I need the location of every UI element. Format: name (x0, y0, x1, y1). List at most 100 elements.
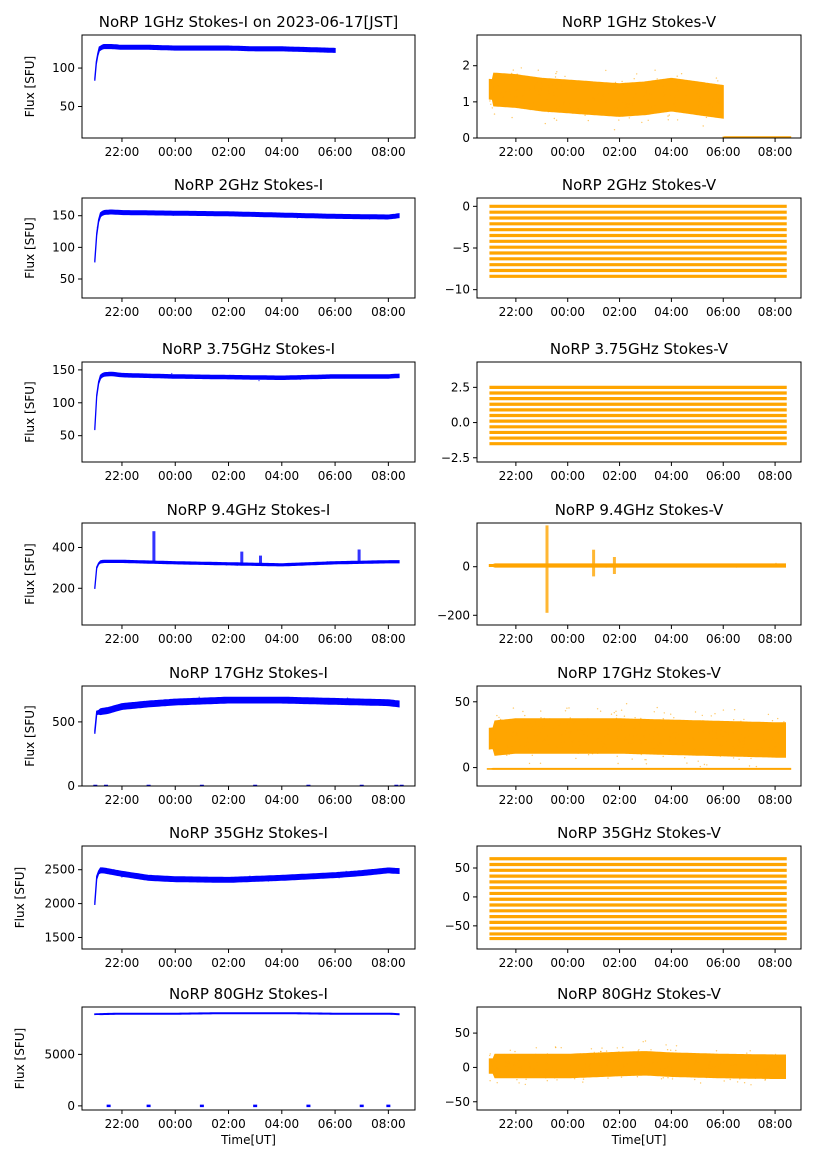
data-point (496, 1066, 499, 1068)
data-point (337, 699, 339, 701)
data-point (538, 1073, 540, 1075)
data-point (585, 742, 587, 744)
data-point (555, 88, 558, 90)
data-point (720, 732, 722, 735)
data-point (762, 734, 764, 736)
data-point (560, 1067, 562, 1069)
data-point (645, 763, 648, 765)
x-tick-label: 04:00 (654, 956, 689, 970)
data-point (606, 1063, 608, 1065)
data-point (721, 745, 723, 747)
data-point (652, 107, 654, 109)
data-point (698, 730, 700, 733)
data-point (772, 1064, 775, 1066)
data-point (112, 873, 114, 875)
data-point (519, 881, 521, 883)
data-point (519, 1074, 521, 1076)
data-point (592, 1054, 594, 1057)
series-band (94, 1012, 400, 1016)
data-point (587, 88, 590, 90)
data-point (680, 73, 683, 75)
data-point (511, 72, 513, 75)
data-point (765, 738, 768, 740)
data-point (661, 927, 663, 929)
data-point (771, 727, 774, 729)
data-point (122, 872, 124, 874)
spike-mark (259, 555, 262, 565)
x-tick-label: 06:00 (318, 793, 353, 807)
data-point (555, 108, 558, 111)
data-point (375, 375, 378, 378)
data-point (557, 1069, 559, 1072)
data-point (569, 107, 571, 110)
data-point (713, 1063, 715, 1066)
data-point (633, 727, 636, 730)
data-point (640, 717, 642, 720)
data-point (707, 1067, 710, 1069)
x-tick-label: 00:00 (550, 632, 585, 646)
data-point (675, 1049, 677, 1052)
data-point (235, 213, 237, 216)
data-point (206, 701, 208, 703)
data-point (751, 386, 753, 389)
data-point (573, 937, 576, 940)
data-point (585, 1075, 588, 1077)
data-point (587, 84, 589, 86)
data-point (763, 1076, 766, 1078)
data-point (569, 910, 571, 912)
x-tick-label: 02:00 (602, 956, 637, 970)
data-point (776, 731, 779, 733)
data-point (523, 1059, 525, 1061)
y-tick-label: 500 (52, 715, 75, 729)
data-point (491, 1071, 494, 1073)
data-point (715, 752, 717, 755)
data-point (673, 431, 676, 434)
y-tick-label: 2 (462, 59, 470, 73)
data-point (511, 745, 513, 748)
data-point (236, 564, 238, 566)
data-point (525, 1078, 527, 1081)
data-point (575, 1056, 577, 1058)
data-point (757, 749, 759, 751)
panel-title: NoRP 1GHz Stokes-I on 2023-06-17[JST] (99, 13, 399, 31)
data-point (535, 720, 537, 723)
data-point (597, 742, 599, 744)
x-tick-label: 04:00 (654, 305, 689, 319)
data-point (685, 1069, 687, 1071)
data-point (756, 745, 759, 747)
data-point (565, 92, 568, 95)
data-point (595, 252, 598, 254)
data-point (614, 95, 616, 97)
y-tick-label: 1 (462, 95, 470, 109)
data-point (533, 729, 535, 732)
data-point (705, 116, 708, 119)
data-point (513, 745, 515, 748)
data-point (537, 1056, 539, 1058)
data-point (532, 875, 535, 877)
series-1 (488, 703, 786, 768)
data-point (505, 1054, 507, 1056)
data-point (616, 741, 618, 743)
data-point (553, 95, 555, 97)
data-point (524, 1060, 526, 1062)
x-axis-label: Time[UT] (220, 1133, 276, 1147)
data-point (600, 1064, 602, 1066)
y-tick-label: 50 (60, 99, 75, 113)
data-point (530, 737, 533, 739)
data-point (535, 77, 537, 79)
data-point (563, 722, 566, 724)
data-point (748, 1060, 751, 1062)
data-point (542, 1075, 544, 1078)
data-point (643, 87, 645, 89)
panel-title: NoRP 35GHz Stokes-V (557, 824, 722, 842)
data-point (539, 762, 542, 764)
data-point (671, 1078, 674, 1080)
data-point (574, 720, 576, 722)
data-point (346, 697, 349, 699)
data-point (544, 1075, 546, 1077)
data-point (721, 228, 723, 231)
x-tick-label: 08:00 (758, 793, 793, 807)
data-point (750, 726, 753, 728)
data-point (770, 739, 772, 741)
data-point (604, 726, 606, 729)
